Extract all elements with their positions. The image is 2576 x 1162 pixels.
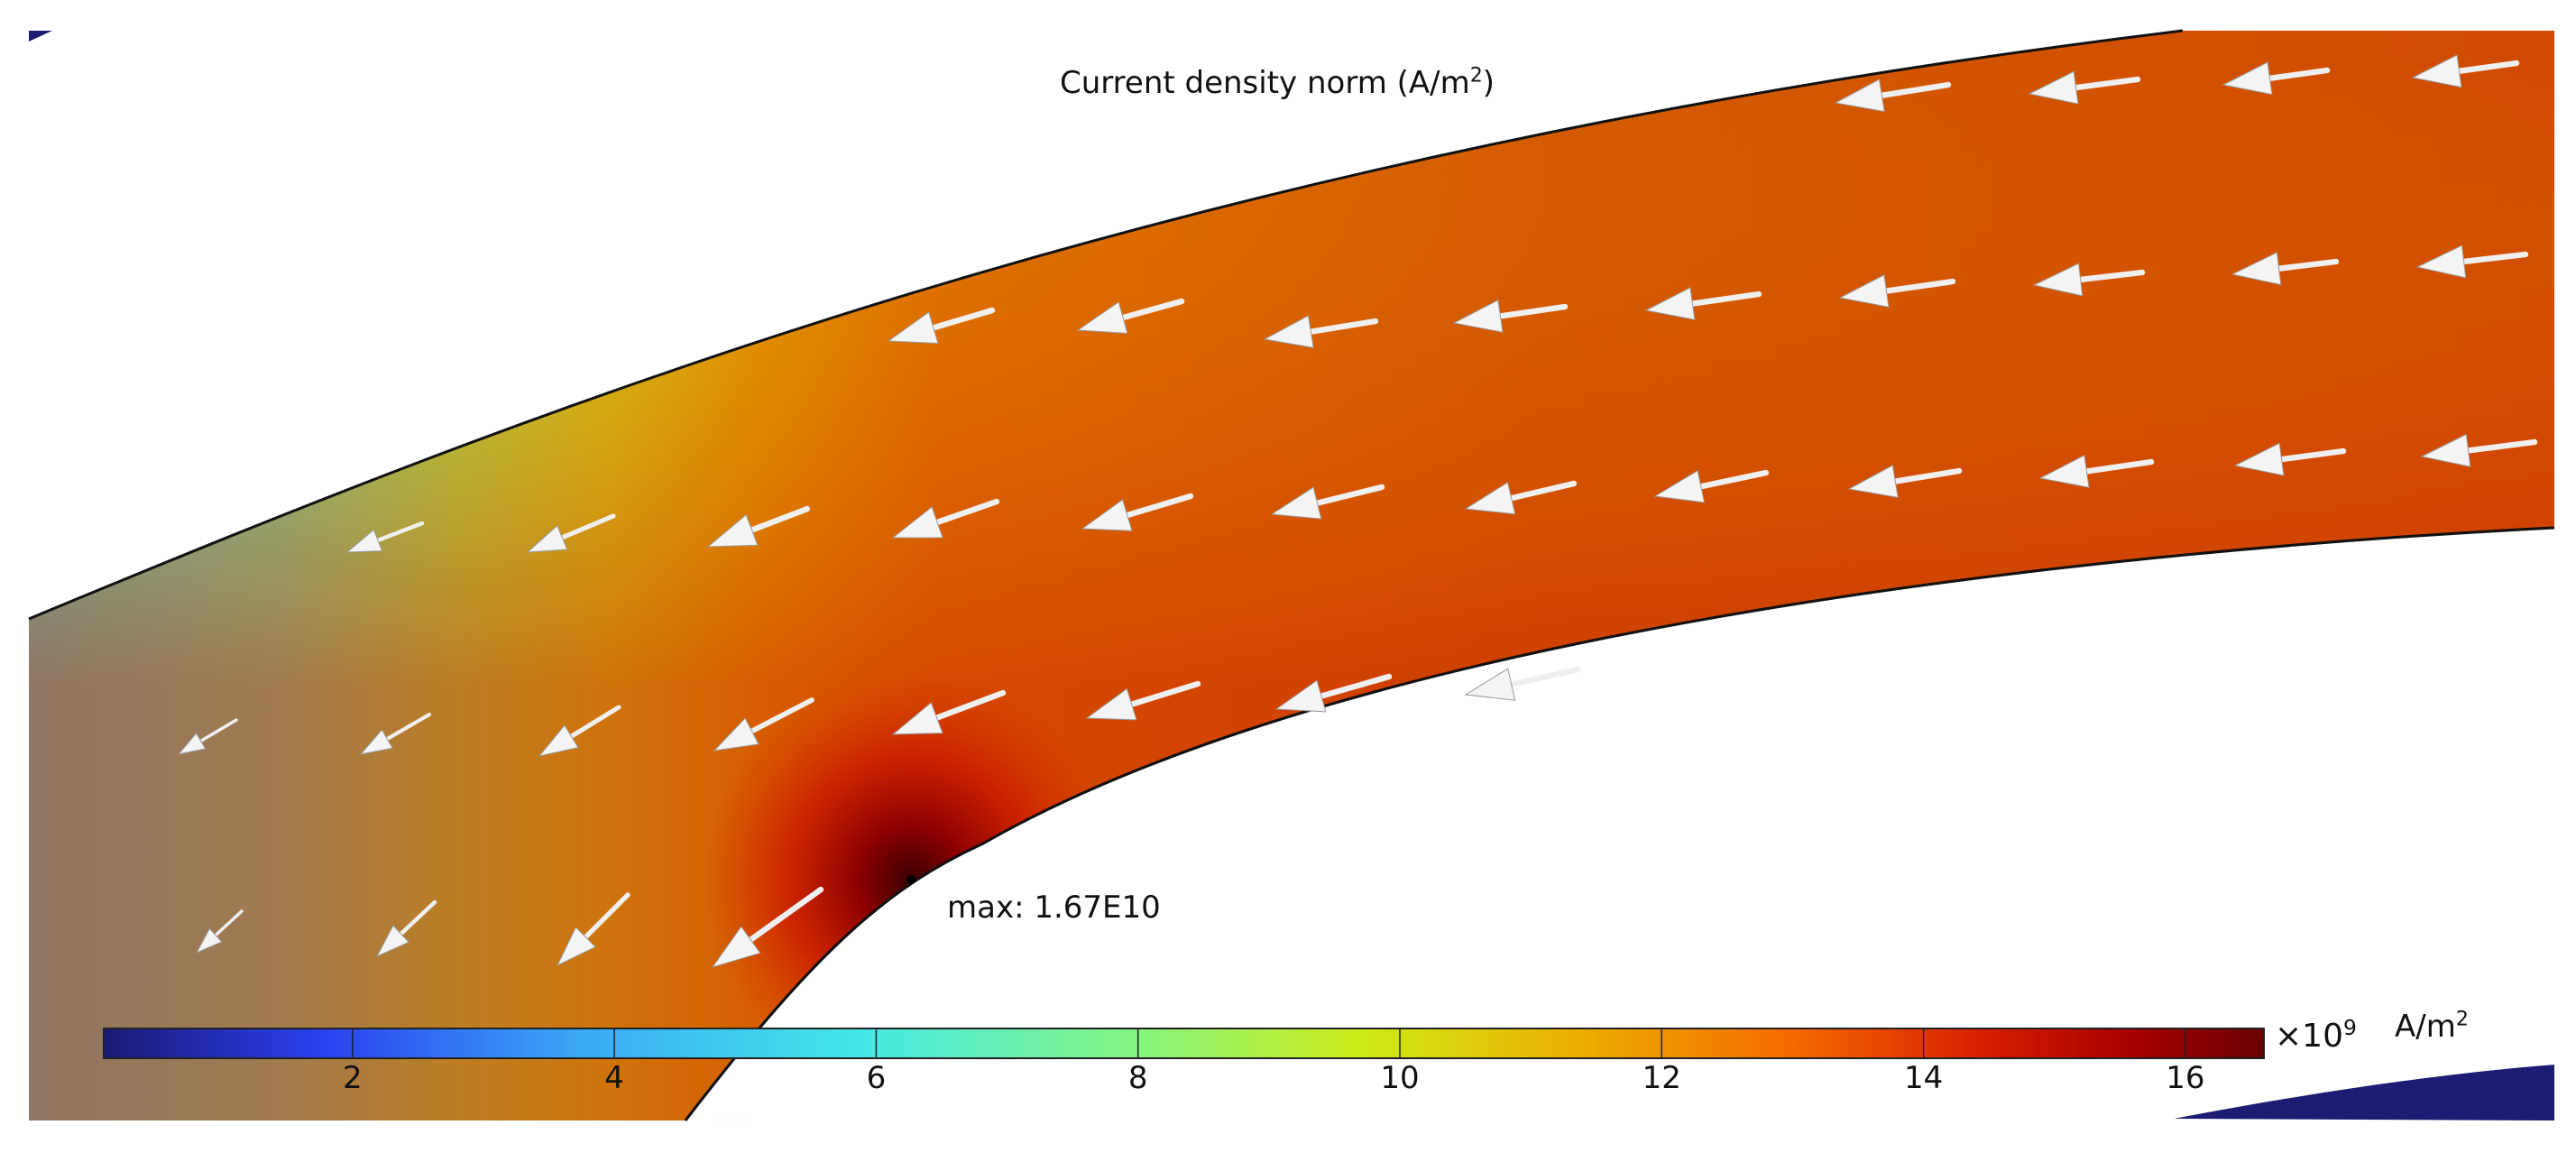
colorbar-tick-label: 16 [2166, 1060, 2205, 1096]
inner-cutout [685, 528, 2554, 1120]
arrow-shaft [2084, 458, 2155, 475]
arrow-head [2420, 433, 2471, 467]
arrow-head [345, 529, 383, 553]
colorbar-tick-label: 6 [866, 1060, 887, 1096]
colorbar-tick-label: 14 [1903, 1060, 1944, 1096]
colorbar-tick-label: 8 [1127, 1060, 1148, 1096]
arrow-head [359, 729, 393, 755]
arrow-shaft [568, 705, 621, 739]
arrow-head [1085, 687, 1137, 721]
arrow-head [526, 524, 568, 553]
domain-boundary-top [28, 29, 2184, 621]
arrow-shaft [375, 521, 425, 543]
arrow-head [1464, 668, 1516, 701]
corner-region-top-left [29, 31, 52, 42]
arrow-shaft [749, 505, 811, 533]
arrow-shaft [748, 886, 824, 943]
arrow-shaft [2278, 447, 2347, 463]
arrow-shaft [1689, 290, 1762, 307]
arrow-shaft [1508, 480, 1578, 502]
arrow-shaft [1883, 278, 1956, 294]
colorbar-unit: A/m2 [2395, 1007, 2469, 1045]
plot-title: Current density norm (A/m2) [1060, 63, 1495, 101]
arrow-shaft [1697, 469, 1770, 490]
arrow-shaft [385, 712, 432, 742]
colorbar-tick-label: 12 [1642, 1060, 1681, 1096]
arrow-shaft [1308, 318, 1379, 335]
arrow-shaft [1119, 298, 1185, 321]
arrow-shaft [2276, 258, 2340, 272]
arrow-shaft [2073, 76, 2141, 91]
arrow-shaft [1124, 493, 1194, 519]
arrow-head [2231, 252, 2282, 286]
arrow-shaft [1497, 303, 1569, 319]
arrow-head [375, 925, 410, 958]
current-density-arrows [177, 54, 2538, 968]
arrow-head [706, 513, 759, 548]
arrow-head [1452, 299, 1504, 333]
arrow-shaft [2461, 251, 2529, 265]
arrow-head [713, 717, 759, 752]
arrow-head [1081, 499, 1133, 531]
colorbar-tick-label: 10 [1380, 1060, 1420, 1096]
arrow-head [177, 733, 207, 755]
conductor-domain [28, 29, 2555, 1121]
arrow-head [1838, 274, 1890, 309]
arrow-head [2415, 244, 2467, 279]
arrow-head [1076, 300, 1128, 334]
arrow-head [891, 701, 943, 735]
arrow-shaft [214, 909, 244, 937]
arrow-shaft [1879, 81, 1952, 98]
arrow-head [887, 311, 939, 345]
arrow-head [1653, 469, 1706, 503]
arrow-head [891, 506, 943, 539]
arrow-shaft [2456, 60, 2520, 75]
arrow-shaft [749, 697, 814, 734]
arrow-shaft [1314, 484, 1385, 506]
arrow-head [1274, 679, 1327, 713]
colorbar-gradient [103, 1028, 2265, 1059]
arrow-head [2038, 454, 2090, 488]
arrow-shaft [583, 892, 630, 940]
corner-region-bottom-right [2174, 1065, 2554, 1120]
arrow-head [195, 927, 223, 954]
arrow-shaft [2077, 269, 2146, 283]
arrow-head [2222, 61, 2273, 96]
arrow-shaft [1508, 666, 1582, 687]
colorbar-multiplier: ×109 [2275, 1015, 2357, 1055]
arrow-head [2032, 263, 2084, 297]
arrow-shaft [399, 899, 437, 936]
arrow-shaft [930, 307, 996, 331]
arrow-shaft [1892, 467, 1963, 484]
arrow-head [1847, 465, 1899, 498]
arrow-head [2233, 442, 2285, 476]
arrow-shaft [1318, 673, 1393, 699]
arrow-head [1464, 481, 1516, 515]
arrow-shaft [1128, 680, 1201, 707]
max-marker [906, 875, 915, 884]
arrow-head [1834, 78, 1885, 113]
arrow-head [1263, 315, 1314, 349]
arrow-shaft [2267, 67, 2331, 82]
arrow-shaft [934, 498, 1000, 526]
arrow-head [1270, 486, 1322, 520]
arrow-head [2411, 54, 2462, 88]
arrow-head [711, 926, 761, 968]
colorbar-ticks [352, 1028, 2186, 1058]
arrow-head [538, 724, 579, 757]
colorbar-tick-label: 2 [342, 1060, 363, 1096]
arrow-shaft [934, 689, 1007, 721]
arrow-head [556, 927, 596, 967]
arrow-shaft [198, 718, 238, 743]
max-annotation: max: 1.67E10 [947, 890, 1161, 926]
arrow-shaft [559, 513, 616, 540]
arrow-head [1644, 287, 1696, 321]
arrow-shaft [2465, 438, 2538, 454]
arrow-head [2028, 70, 2079, 105]
colorbar [103, 1028, 2265, 1059]
colorbar-tick-label: 4 [604, 1060, 624, 1096]
